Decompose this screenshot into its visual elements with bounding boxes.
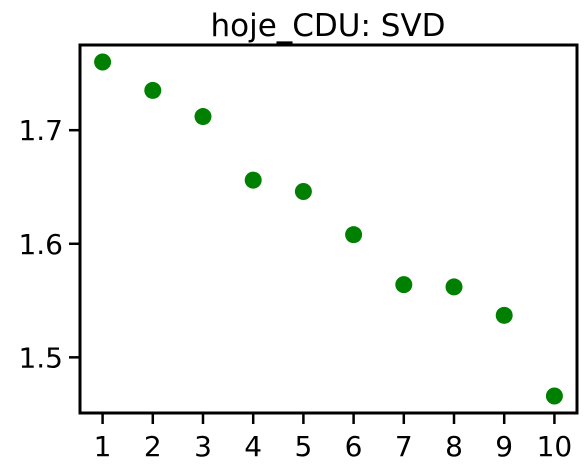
- data-point: [445, 278, 463, 296]
- y-tick-label: 1.5: [18, 341, 63, 374]
- x-tick-label: 3: [194, 430, 212, 463]
- data-points: [94, 53, 563, 405]
- x-axis: 1 2 3 4 5 6 7 8 9 10: [94, 413, 573, 463]
- data-point: [294, 183, 312, 201]
- y-axis: 1.5 1.6 1.7: [18, 114, 80, 374]
- x-tick-label: 5: [294, 430, 312, 463]
- data-point: [194, 108, 212, 126]
- data-point: [244, 171, 262, 189]
- x-tick-label: 9: [495, 430, 513, 463]
- data-point: [395, 276, 413, 294]
- y-tick-label: 1.7: [18, 114, 63, 147]
- data-point: [495, 306, 513, 324]
- x-tick-label: 1: [94, 430, 112, 463]
- data-point: [94, 53, 112, 71]
- x-tick-label: 7: [395, 430, 413, 463]
- x-tick-label: 6: [345, 430, 363, 463]
- x-tick-label: 2: [144, 430, 162, 463]
- plot-frame: [78, 43, 579, 415]
- data-point: [345, 226, 363, 244]
- x-tick-label: 10: [537, 430, 573, 463]
- chart-title: hoje_CDU: SVD: [210, 8, 445, 44]
- x-tick-label: 8: [445, 430, 463, 463]
- x-tick-label: 4: [244, 430, 262, 463]
- y-tick-label: 1.6: [18, 228, 63, 261]
- data-point: [545, 387, 563, 405]
- data-point: [144, 81, 162, 99]
